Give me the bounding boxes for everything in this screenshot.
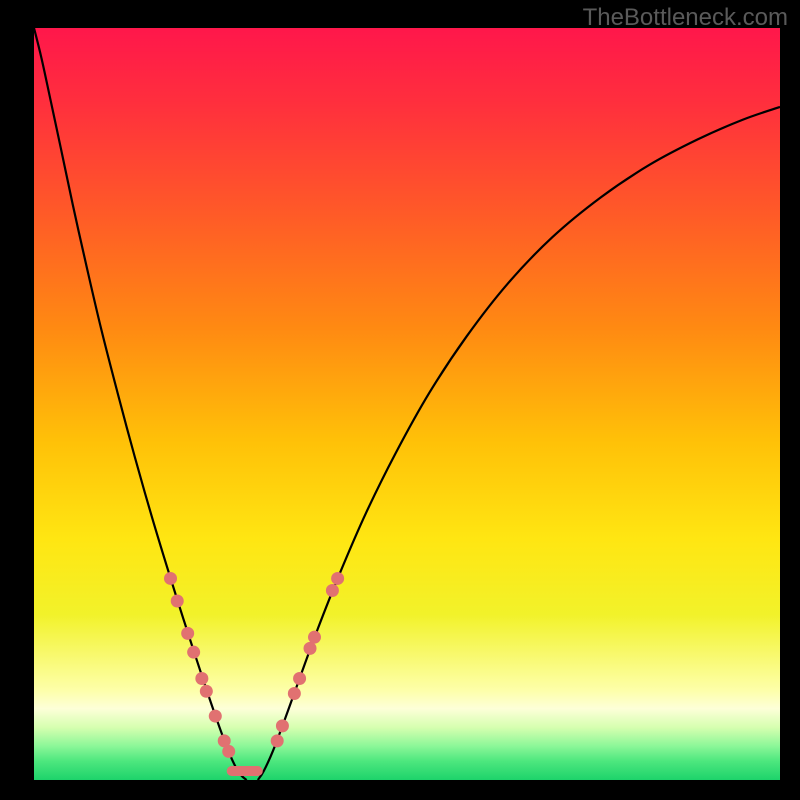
data-marker bbox=[181, 627, 194, 640]
data-marker bbox=[164, 572, 177, 585]
data-marker bbox=[195, 672, 208, 685]
data-marker bbox=[304, 642, 317, 655]
data-marker bbox=[293, 672, 306, 685]
data-marker bbox=[271, 734, 284, 747]
data-marker bbox=[209, 710, 222, 723]
plot-area bbox=[34, 28, 780, 780]
data-marker bbox=[331, 572, 344, 585]
gradient-background bbox=[34, 28, 780, 780]
data-marker bbox=[288, 687, 301, 700]
data-marker bbox=[326, 584, 339, 597]
chart-svg bbox=[34, 28, 780, 780]
data-marker bbox=[222, 745, 235, 758]
data-marker bbox=[308, 631, 321, 644]
data-marker bbox=[276, 719, 289, 732]
data-marker bbox=[187, 646, 200, 659]
canvas: TheBottleneck.com bbox=[0, 0, 800, 800]
data-marker bbox=[171, 595, 184, 608]
data-marker bbox=[200, 685, 213, 698]
